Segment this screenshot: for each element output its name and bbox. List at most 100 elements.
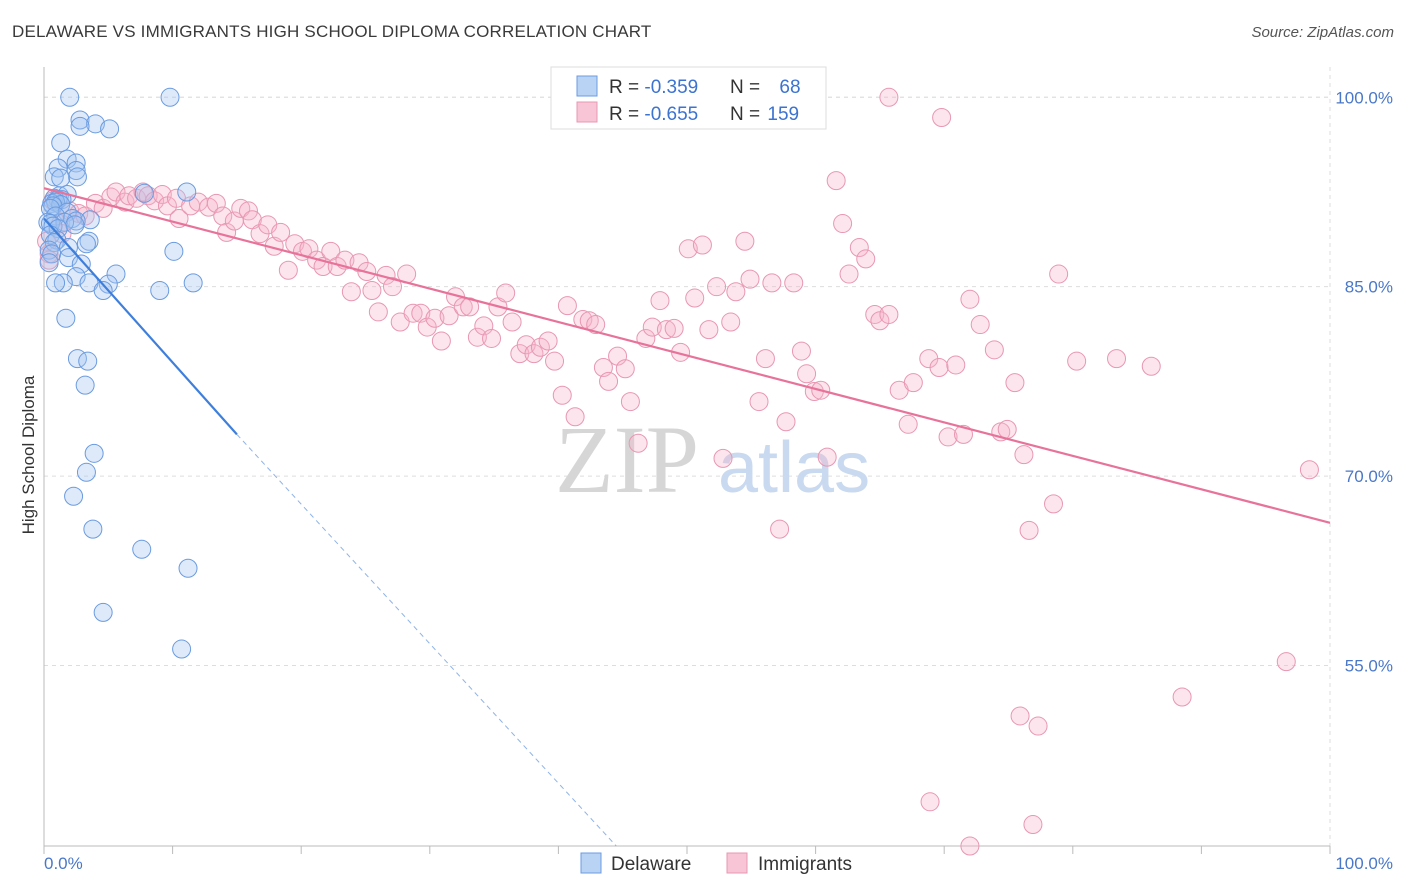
point-immigrants-140 bbox=[1019, 520, 1039, 540]
y-tick-label-2: 85.0% bbox=[1345, 278, 1393, 297]
point-immigrants-51 bbox=[362, 280, 382, 300]
point-immigrants-85 bbox=[599, 371, 619, 391]
y-tick-label-1: 70.0% bbox=[1345, 467, 1393, 486]
point-immigrants-139 bbox=[1014, 445, 1034, 465]
point-delaware-64 bbox=[64, 486, 84, 506]
point-immigrants-32 bbox=[231, 198, 251, 218]
point-delaware-10 bbox=[66, 161, 86, 181]
point-delaware-5 bbox=[100, 119, 120, 139]
point-immigrants-122 bbox=[865, 304, 885, 324]
legend-r-label-delaware: R = bbox=[609, 77, 644, 98]
point-immigrants-1 bbox=[932, 108, 952, 128]
watermark-zip: ZIP bbox=[555, 406, 699, 513]
point-immigrants-77 bbox=[545, 351, 565, 371]
point-immigrants-79 bbox=[557, 296, 577, 316]
point-delaware-11 bbox=[44, 167, 64, 187]
point-immigrants-52 bbox=[368, 302, 388, 322]
point-delaware-13 bbox=[51, 168, 71, 188]
point-delaware-3 bbox=[85, 114, 105, 134]
point-immigrants-124 bbox=[879, 304, 899, 324]
point-immigrants-80 bbox=[565, 407, 585, 427]
point-immigrants-132 bbox=[953, 424, 973, 444]
point-immigrants-98 bbox=[692, 235, 712, 255]
point-immigrants-126 bbox=[898, 414, 918, 434]
svg-text:N = 68: N = 68 bbox=[730, 77, 801, 98]
point-delaware-49 bbox=[106, 264, 126, 284]
point-immigrants-116 bbox=[817, 447, 837, 467]
point-delaware-6 bbox=[51, 133, 71, 153]
point-immigrants-138 bbox=[1005, 373, 1025, 393]
point-immigrants-108 bbox=[762, 273, 782, 293]
point-delaware-2 bbox=[70, 110, 90, 130]
point-immigrants-54 bbox=[383, 277, 403, 297]
tick-labels: 55.0% 70.0% 85.0% 100.0% 0.0% 100.0% bbox=[44, 88, 1393, 873]
point-immigrants-99 bbox=[699, 320, 719, 340]
point-immigrants-107 bbox=[755, 349, 775, 369]
point-delaware-65 bbox=[83, 519, 103, 539]
point-immigrants-66 bbox=[467, 327, 487, 347]
point-immigrants-111 bbox=[784, 273, 804, 293]
point-delaware-0 bbox=[60, 87, 80, 107]
point-immigrants-131 bbox=[946, 355, 966, 375]
legend-n-value-delaware: 68 bbox=[779, 77, 800, 98]
point-immigrants-120 bbox=[849, 238, 869, 258]
point-immigrants-60 bbox=[425, 308, 445, 328]
point-immigrants-129 bbox=[929, 357, 949, 377]
series-legend: Delaware Immigrants bbox=[580, 852, 852, 875]
y-tick-label-3: 100.0% bbox=[1335, 88, 1393, 107]
point-delaware-55 bbox=[98, 274, 118, 294]
point-immigrants-93 bbox=[656, 320, 676, 340]
point-delaware-63 bbox=[76, 462, 96, 482]
point-delaware-1 bbox=[160, 87, 180, 107]
point-immigrants-102 bbox=[721, 312, 741, 332]
point-immigrants-103 bbox=[726, 282, 746, 302]
point-delaware-14 bbox=[177, 182, 197, 202]
point-immigrants-39 bbox=[278, 260, 298, 280]
point-delaware-47 bbox=[39, 253, 59, 273]
point-immigrants-87 bbox=[615, 359, 635, 379]
x-tick-label-0: 0.0% bbox=[44, 854, 83, 873]
point-immigrants-105 bbox=[740, 269, 760, 289]
point-immigrants-61 bbox=[431, 331, 451, 351]
point-immigrants-57 bbox=[403, 303, 423, 323]
point-immigrants-88 bbox=[620, 392, 640, 412]
legend-r-label-immigrants: R = bbox=[609, 104, 644, 125]
point-immigrants-153 bbox=[960, 836, 980, 856]
legend-swatch-delaware bbox=[576, 75, 598, 97]
point-delaware-52 bbox=[46, 273, 66, 293]
point-immigrants-106 bbox=[749, 392, 769, 412]
x-tick-label-1: 100.0% bbox=[1335, 854, 1393, 873]
point-immigrants-78 bbox=[552, 385, 572, 405]
point-immigrants-70 bbox=[496, 283, 516, 303]
point-immigrants-146 bbox=[1276, 652, 1296, 672]
bottom-legend-label-immigrants: Immigrants bbox=[758, 854, 852, 875]
legend-swatch-immigrants bbox=[576, 101, 598, 123]
bottom-legend-swatch-delaware bbox=[580, 852, 602, 874]
point-immigrants-75 bbox=[530, 337, 550, 357]
point-immigrants-101 bbox=[713, 448, 733, 468]
stats-legend: R = -0.359 N = 68 R = -0.655 N = 159 bbox=[550, 66, 827, 130]
bottom-legend-label-delaware: Delaware bbox=[611, 854, 691, 875]
watermark-atlas: atlas bbox=[718, 428, 870, 508]
point-immigrants-97 bbox=[685, 288, 705, 308]
point-immigrants-83 bbox=[586, 315, 606, 335]
svg-text:R = -0.359: R = -0.359 bbox=[609, 77, 698, 98]
point-immigrants-133 bbox=[960, 289, 980, 309]
point-delaware-12 bbox=[67, 167, 87, 187]
point-immigrants-110 bbox=[776, 412, 796, 432]
point-immigrants-38 bbox=[271, 222, 291, 242]
point-immigrants-91 bbox=[642, 317, 662, 337]
trend-line-delaware-extension bbox=[236, 434, 617, 847]
point-delaware-61 bbox=[75, 375, 95, 395]
point-immigrants-104 bbox=[735, 231, 755, 251]
series-delaware-points bbox=[38, 87, 203, 659]
point-delaware-8 bbox=[66, 153, 86, 173]
point-immigrants-68 bbox=[482, 328, 502, 348]
point-immigrants-134 bbox=[970, 315, 990, 335]
point-immigrants-58 bbox=[411, 303, 431, 323]
series-immigrants-points bbox=[37, 87, 1319, 856]
point-delaware-62 bbox=[84, 443, 104, 463]
point-delaware-67 bbox=[178, 558, 198, 578]
point-immigrants-144 bbox=[1107, 349, 1127, 369]
